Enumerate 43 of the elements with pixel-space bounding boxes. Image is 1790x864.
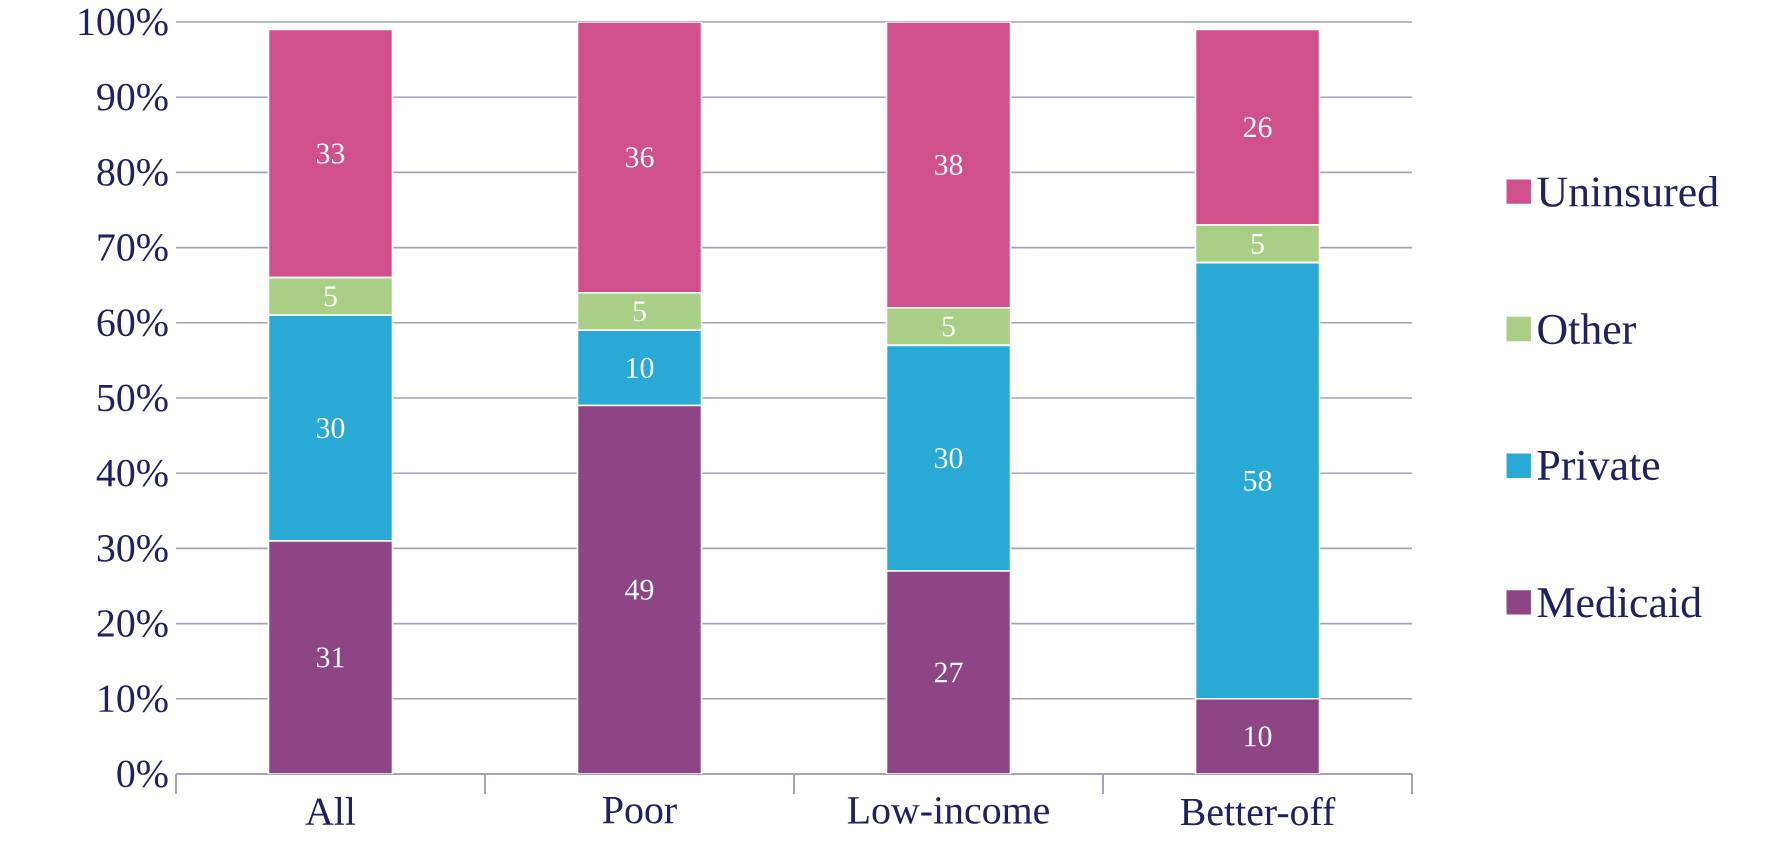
y-tick-label: 0%	[117, 760, 168, 788]
data-label: 26	[1243, 117, 1272, 138]
data-label: 49	[625, 579, 654, 600]
data-label: 5	[942, 316, 955, 337]
y-tick-label: 40%	[96, 459, 168, 487]
y-tick-label: 50%	[98, 384, 168, 412]
bar	[1194, 698, 1321, 774]
x-tick-label: Low-income	[847, 797, 1049, 824]
x-tick-label: Better-off	[1180, 797, 1336, 826]
data-label: 36	[626, 147, 654, 168]
bar	[267, 28, 394, 279]
data-label: 38	[935, 154, 963, 175]
x-tick-label: Poor	[603, 797, 677, 824]
bar	[576, 21, 703, 294]
bar	[576, 404, 703, 774]
data-label: 27	[934, 662, 963, 683]
data-label: 10	[1245, 726, 1272, 747]
legend-label: Uninsured	[1537, 175, 1719, 207]
legend-label: Medicaid	[1537, 586, 1702, 618]
bar	[885, 21, 1012, 309]
y-tick-label: 80%	[97, 158, 168, 186]
y-tick-label: 20%	[97, 610, 168, 638]
legend-label: Private	[1537, 450, 1660, 481]
bar	[885, 570, 1012, 774]
bar	[1194, 28, 1321, 226]
data-label: 30	[317, 417, 345, 439]
data-label: 33	[317, 143, 345, 164]
y-tick-label: 60%	[97, 309, 168, 337]
legend-label: Other	[1538, 313, 1636, 345]
data-label: 5	[1251, 233, 1264, 254]
data-label: 5	[324, 286, 337, 307]
data-label: 30	[935, 448, 963, 469]
x-tick-label: All	[305, 797, 356, 825]
bar	[267, 540, 394, 774]
data-label: 31	[317, 647, 344, 668]
y-tick-label: 10%	[99, 685, 168, 713]
data-label: 10	[627, 357, 654, 378]
y-tick-label: 90%	[97, 83, 168, 111]
y-tick-label: 70%	[98, 234, 168, 262]
y-tick-label: 30%	[97, 534, 168, 562]
y-tick-label: 100%	[79, 8, 168, 36]
data-label: 58	[1244, 470, 1272, 491]
data-label: 5	[633, 301, 646, 322]
